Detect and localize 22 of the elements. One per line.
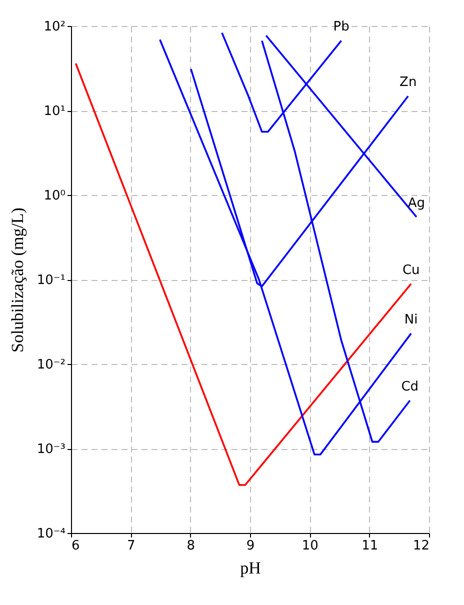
- x-axis-title: pH: [240, 558, 261, 578]
- x-tick-label: 8: [186, 538, 195, 554]
- x-tick-label: 11: [362, 538, 378, 554]
- series-label: Pb: [333, 20, 350, 35]
- series-label: Ni: [404, 312, 418, 328]
- y-tick-label: 10⁻³: [36, 442, 66, 457]
- x-tick-label: 9: [246, 538, 255, 554]
- series-label: Cd: [401, 379, 419, 394]
- series-label: Zn: [400, 75, 417, 90]
- y-tick-label: 10⁻⁴: [36, 526, 66, 542]
- x-tick-label: 6: [72, 538, 80, 554]
- x-tick-label: 12: [412, 538, 430, 554]
- y-tick-label: 10⁰: [44, 188, 66, 204]
- series-label: Ag: [408, 196, 426, 211]
- series-label: Cu: [402, 262, 420, 278]
- x-tick-label: 10: [302, 538, 318, 554]
- x-tick-label: 7: [127, 538, 136, 554]
- y-tick-label: 10⁻²: [36, 358, 66, 372]
- y-tick-label: 10⁻¹: [36, 273, 66, 288]
- y-axis-title: Solubilização (mg/L): [8, 208, 27, 352]
- y-tick-label: 10²: [44, 20, 66, 34]
- y-tick-label: 10¹: [44, 104, 66, 119]
